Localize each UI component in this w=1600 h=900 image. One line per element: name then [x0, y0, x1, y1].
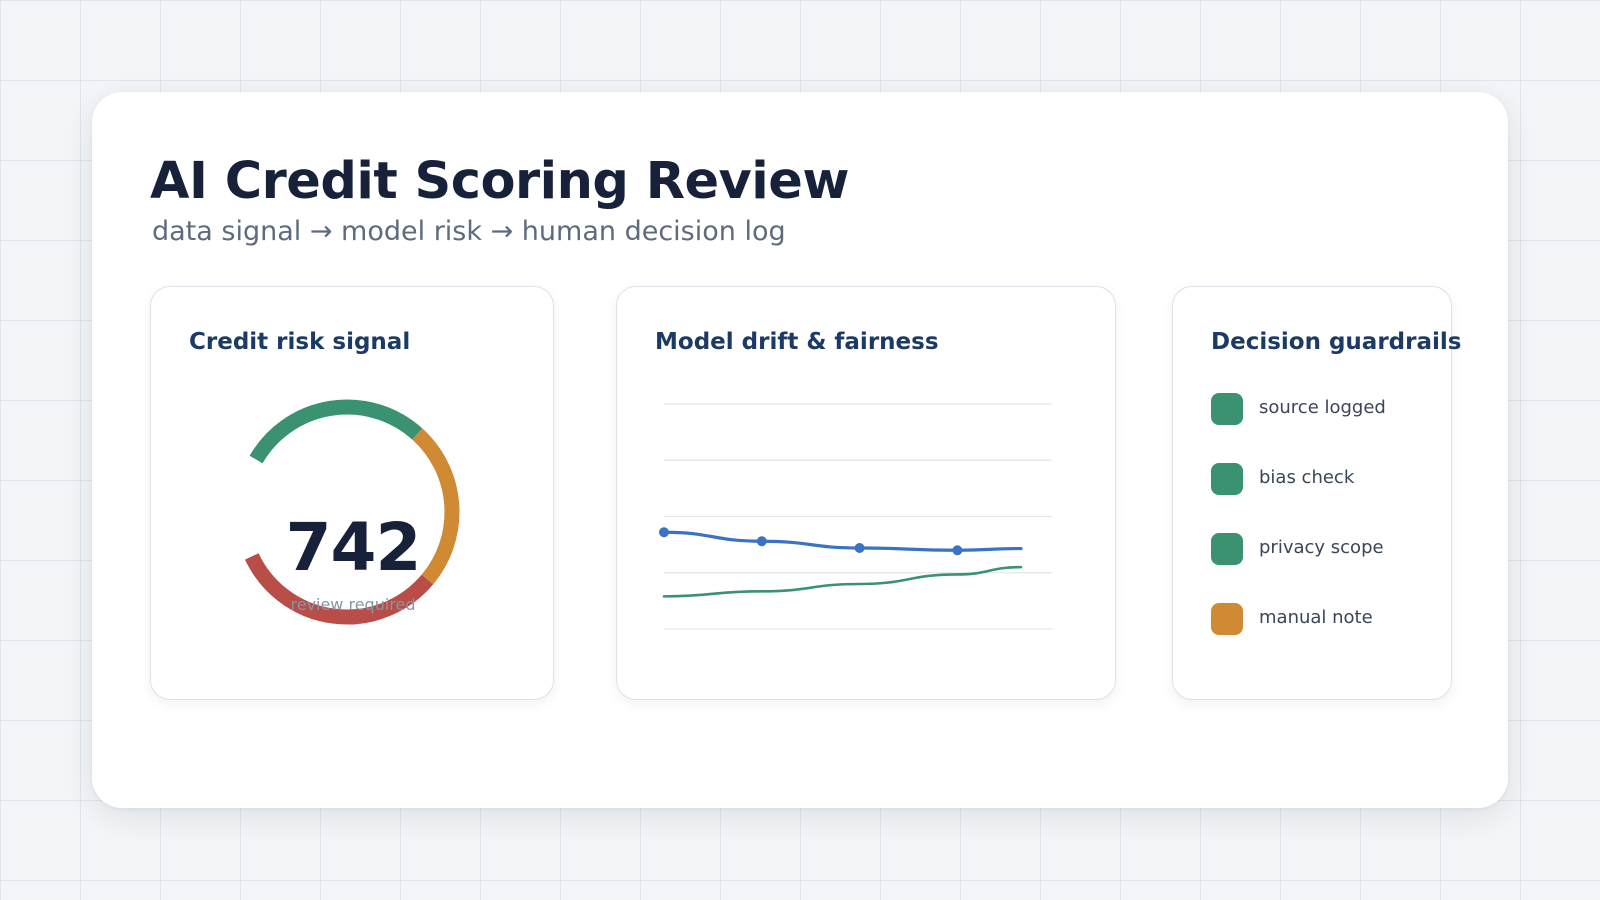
series-line-1: [662, 530, 1023, 552]
series-point-1: [854, 543, 865, 553]
status-check-icon: [1211, 533, 1243, 565]
page-subtitle: data signal → model risk → human decisio…: [152, 216, 786, 247]
drift-chart: [659, 403, 1052, 630]
model-drift-panel: Model drift & fairness: [616, 286, 1116, 700]
model-drift-title: Model drift & fairness: [655, 329, 939, 355]
series-point-1: [952, 545, 963, 556]
page-title: AI Credit Scoring Review: [150, 152, 850, 211]
status-check-icon: [1211, 463, 1243, 495]
gauge-arc-caution: [412, 428, 460, 585]
guardrail-label: manual note: [1259, 607, 1373, 628]
status-warning-icon: [1211, 603, 1243, 635]
gauge-arc-risk: [245, 553, 434, 625]
score-caption: review required: [290, 595, 416, 614]
guardrail-label: source logged: [1259, 397, 1386, 418]
credit-risk-panel: Credit risk signal 742 review required: [150, 286, 554, 700]
status-check-icon: [1211, 393, 1243, 425]
credit-score-value: 742: [285, 509, 422, 586]
credit-risk-title: Credit risk signal: [189, 329, 411, 355]
gauge-arc-healthy: [249, 399, 423, 464]
series-point-1: [756, 536, 767, 547]
series-line-2: [662, 565, 1023, 598]
review-card: AI Credit Scoring Review data signal → m…: [92, 92, 1508, 808]
series-point-1: [659, 527, 669, 538]
guardrail-label: bias check: [1259, 467, 1355, 488]
decision-guardrails-panel: Decision guardrails source logged bias c…: [1172, 286, 1461, 700]
guardrail-label: privacy scope: [1259, 537, 1384, 558]
guardrails-title: Decision guardrails: [1211, 329, 1462, 355]
risk-gauge: [245, 399, 460, 625]
